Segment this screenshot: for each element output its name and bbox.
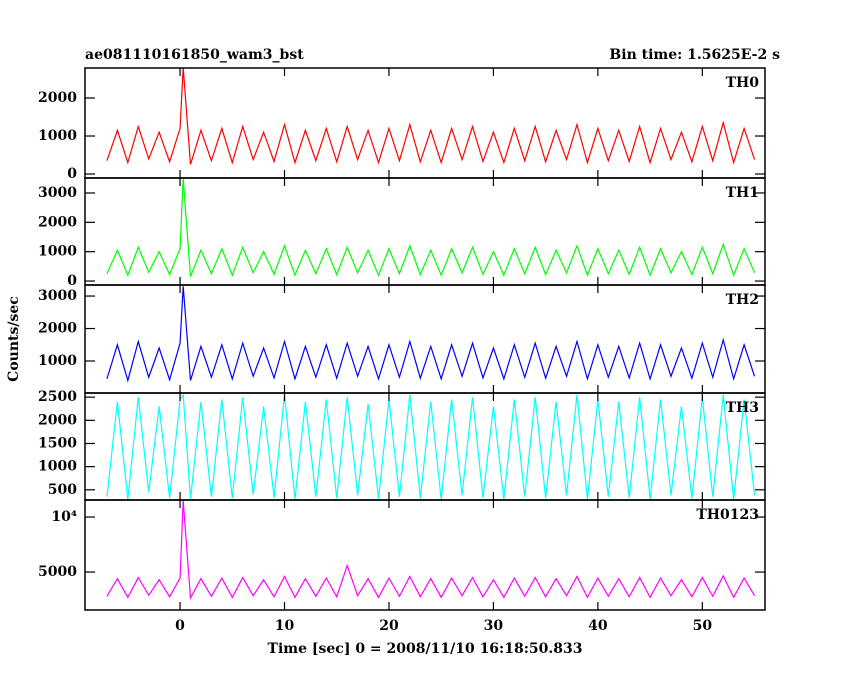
y-axis-label: Counts/sec bbox=[6, 296, 22, 382]
series-line bbox=[106, 286, 756, 383]
y-tick-label: 2000 bbox=[38, 214, 77, 230]
x-tick-label: 50 bbox=[693, 618, 713, 634]
panel-label: TH2 bbox=[726, 292, 759, 308]
y-tick-label: 3000 bbox=[38, 288, 77, 304]
y-tick-label: 3000 bbox=[38, 185, 77, 201]
panel-label: TH3 bbox=[726, 400, 759, 416]
y-tick-label: 1000 bbox=[38, 128, 77, 144]
y-tick-label: 10⁴ bbox=[51, 509, 77, 525]
y-tick-label: 1000 bbox=[38, 459, 77, 475]
y-tick-label: 0 bbox=[67, 166, 77, 182]
y-tick-label: 500 bbox=[48, 482, 77, 498]
series-line bbox=[106, 178, 756, 277]
panel-label: TH0 bbox=[726, 75, 760, 91]
x-tick-label: 0 bbox=[175, 618, 185, 634]
x-tick-label: 10 bbox=[275, 618, 295, 634]
y-tick-label: 5000 bbox=[38, 564, 77, 580]
y-tick-label: 2000 bbox=[38, 412, 77, 428]
y-tick-label: 2000 bbox=[38, 321, 77, 337]
panel-label: TH1 bbox=[726, 185, 759, 201]
x-tick-label: 40 bbox=[588, 618, 608, 634]
panel-frame bbox=[84, 499, 766, 611]
series-line bbox=[106, 68, 756, 165]
series-line bbox=[106, 393, 756, 500]
x-axis-label: Time [sec] 0 = 2008/11/10 16:18:50.833 bbox=[268, 641, 583, 657]
y-tick-label: 2500 bbox=[38, 389, 77, 405]
chart-title: ae081110161850_wam3_bst bbox=[85, 47, 304, 63]
panel-label: TH0123 bbox=[696, 507, 759, 523]
y-tick-label: 1000 bbox=[38, 353, 77, 369]
y-tick-label: 1000 bbox=[38, 244, 77, 260]
x-tick-label: 20 bbox=[379, 618, 399, 634]
y-tick-label: 1500 bbox=[38, 435, 77, 451]
series-line bbox=[106, 500, 756, 600]
chart-subtitle: Bin time: 1.5625E-2 s bbox=[609, 47, 780, 63]
x-tick-label: 30 bbox=[484, 618, 504, 634]
y-tick-label: 2000 bbox=[38, 90, 77, 106]
y-tick-label: 0 bbox=[67, 273, 77, 289]
